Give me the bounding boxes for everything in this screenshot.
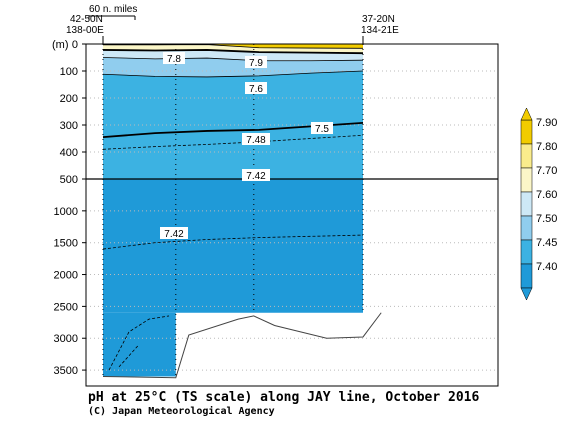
colorbar-bottom-arrow (520, 287, 533, 301)
y-tick-label: 500 (60, 174, 78, 186)
y-tick-label: 100 (60, 66, 78, 78)
start-lon-label: 138-00E (66, 25, 104, 36)
colorbar-swatch (520, 239, 533, 265)
credit-text: (C) Japan Meteorological Agency (88, 405, 275, 417)
colorbar-swatch (520, 263, 533, 289)
seafloor-line (102, 312, 382, 379)
y-tick-label: 1000 (54, 206, 78, 218)
contour-label: 7.6 (249, 84, 263, 95)
colorbar-swatch (520, 143, 533, 169)
y-tick-label: 1500 (54, 238, 78, 250)
contour-line (102, 234, 364, 250)
y-tick-label: 0 (72, 39, 78, 51)
color-fill-lower (103, 179, 363, 377)
contour-label-bg (245, 56, 267, 68)
colorbar-label: 7.40 (536, 261, 557, 273)
contour-label-bg (160, 227, 188, 239)
y-tick-label: 400 (60, 147, 78, 159)
end-lat-label: 37-20N (362, 14, 395, 25)
colorbar-swatch (520, 215, 533, 241)
y-axis: 0 100 200 300 400 500 1000 1500 2000 2500 3000 3500 (54, 39, 86, 377)
y-tick-label: 2000 (54, 270, 78, 282)
contour-label: 7.9 (249, 58, 263, 69)
scale-label: 60 n. miles (89, 4, 137, 15)
colorbar-label: 7.90 (536, 117, 557, 129)
chart-title: pH at 25°C (TS scale) along JAY line, Oc… (88, 390, 480, 405)
colorbar-label: 7.50 (536, 213, 557, 225)
contour-label-bg (242, 169, 270, 181)
contour-line (108, 315, 170, 371)
color-fill-upper (103, 44, 363, 179)
distance-scale: 60 n. miles (88, 4, 137, 20)
y-axis-label: (m) (52, 39, 69, 51)
y-tick-label: 2500 (54, 301, 78, 313)
colorbar-label: 7.70 (536, 165, 557, 177)
contour-label: 7.5 (315, 124, 329, 135)
contour-label-bg (245, 82, 267, 94)
station-lines (102, 44, 364, 377)
contour-label: 7.42 (246, 171, 266, 182)
colorbar-label: 7.60 (536, 189, 557, 201)
contour-line (102, 57, 364, 62)
contour-label-bg (311, 122, 333, 134)
contour-label: 7.8 (167, 54, 181, 65)
y-tick-label: 300 (60, 120, 78, 132)
contour-label: 7.42 (164, 229, 184, 240)
end-lon-label: 134-21E (361, 25, 399, 36)
contour-label-bg (242, 133, 270, 145)
contour-line (102, 49, 364, 55)
colorbar-swatch (520, 119, 533, 145)
contour-line (103, 44, 364, 49)
contour-line (102, 134, 364, 150)
contour-label: 7.48 (246, 135, 266, 146)
contour-line (102, 70, 364, 78)
colorbar-swatch (520, 191, 533, 217)
fill-deep (103, 312, 176, 377)
plot-frame (85, 43, 499, 387)
fill-deep (103, 179, 363, 313)
colorbar-label: 7.45 (536, 237, 557, 249)
start-lat-label: 42-50N (70, 14, 103, 25)
y-tick-label: 3500 (54, 365, 78, 377)
contour-label-bg (163, 52, 185, 64)
y-tick-label: 3000 (54, 333, 78, 345)
colorbar-swatch (520, 167, 533, 193)
contour-labels: 7.8 7.9 7.6 7.5 7.48 7.42 7.42 (160, 52, 333, 240)
colorbar-label: 7.80 (536, 141, 557, 153)
y-tick-label: 200 (60, 93, 78, 105)
colorbar: 7.90 7.80 7.70 7.60 7.50 7.45 7.40 (520, 107, 557, 301)
colorbar-top-arrow (520, 107, 533, 121)
